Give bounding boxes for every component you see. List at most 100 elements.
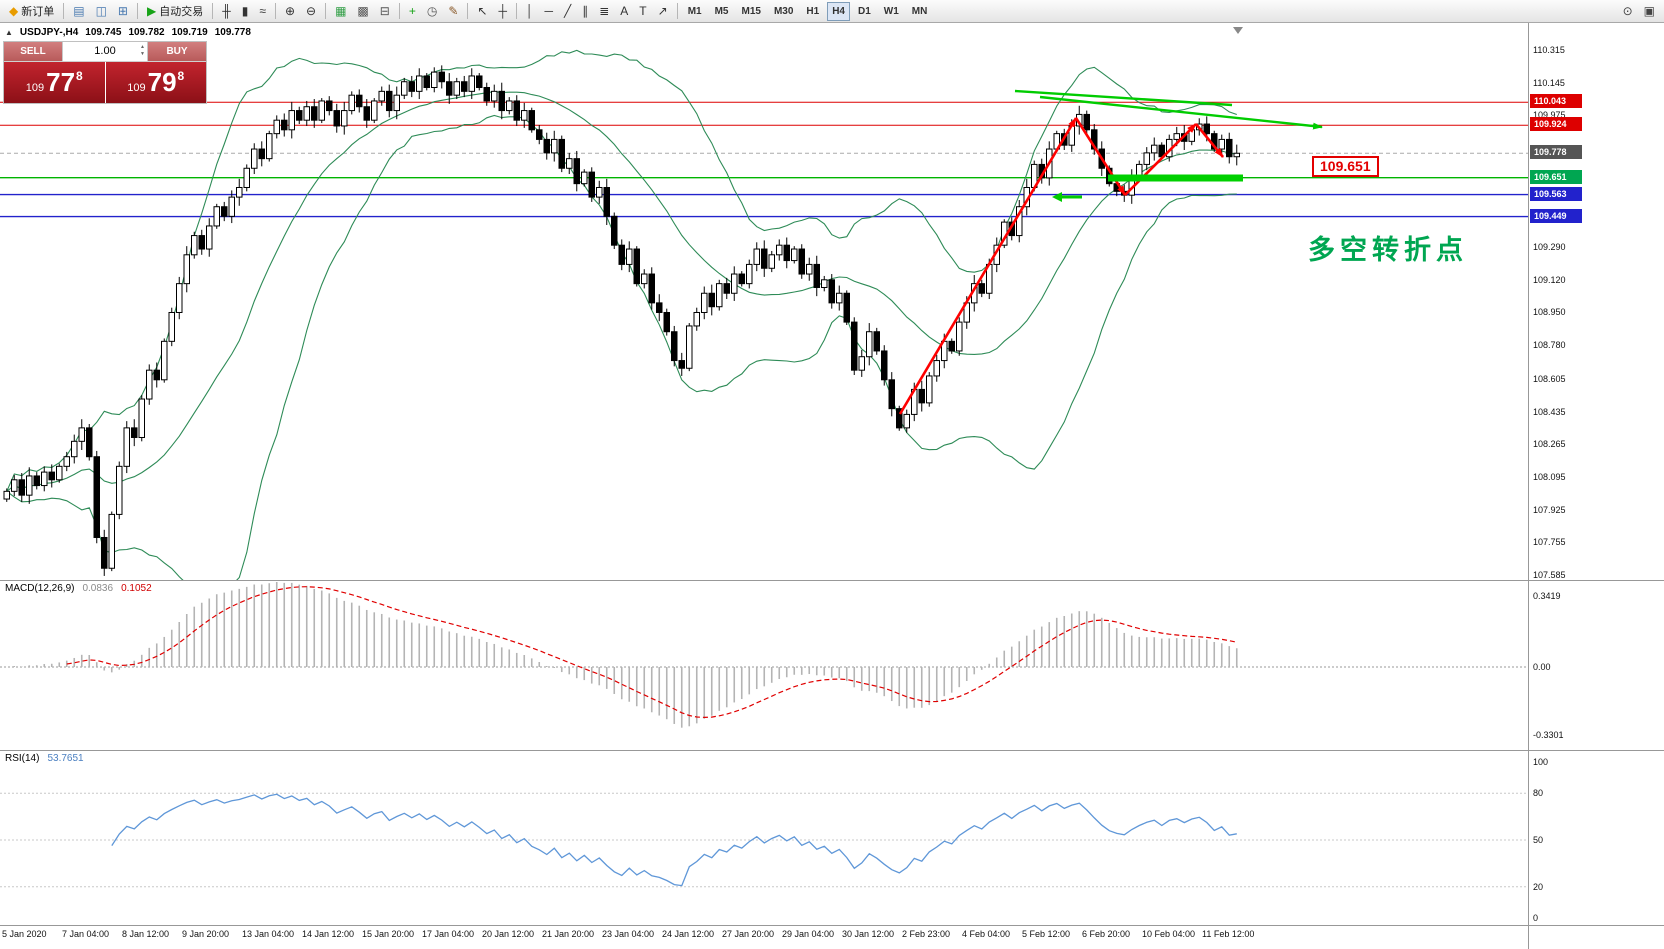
time-axis-label: 11 Feb 12:00 [1202,929,1255,939]
sell-price-big: 77 [46,67,76,97]
arrows-tool-button[interactable]: ↗ [653,1,673,22]
rsi-canvas[interactable] [0,750,1664,925]
price-line-label: 109.924 [1530,117,1582,132]
window-list-button[interactable]: ▣ [1639,1,1660,22]
autotrading-button[interactable]: ▶ 自动交易 [142,1,208,22]
time-axis-label: 30 Jan 12:00 [842,929,895,939]
search-icon: ⊙ [1622,4,1633,18]
profiles-button[interactable]: ◫ [91,1,112,22]
arrange-windows-button[interactable]: ⊟ [375,1,395,22]
line-chart-type-button[interactable]: ≈ [254,1,271,22]
timeframe-m15[interactable]: M15 [741,5,761,17]
cascade-windows-button[interactable]: ▩ [352,1,373,22]
data-window-button[interactable]: ⊞ [113,1,133,22]
ohlc-close: 109.778 [214,27,251,38]
timeframe-h4[interactable]: H4 [827,1,850,21]
indicators-button[interactable]: + [404,1,421,22]
tile-windows-button[interactable]: ▦ [330,1,351,22]
sell-button[interactable]: SELL [4,42,62,61]
axis-label: 80 [1533,788,1544,799]
annotation-text[interactable]: 多空转折点 [1308,235,1468,265]
time-axis-label: 5 Feb 12:00 [1022,929,1071,939]
time-axis-label: 9 Jan 20:00 [182,929,230,939]
timeframe-m30[interactable]: M30 [773,5,794,17]
channel-button[interactable]: ∥ [577,1,593,22]
axis-label: 110.315 [1533,45,1565,55]
panel-separator-rsi[interactable] [0,750,1664,751]
chart-window: 110.315 110.145 109.975 109.290 109.120 108.9… [0,23,1664,949]
new-chart-button[interactable]: ▤ [68,1,89,22]
time-axis-label: 14 Jan 12:00 [302,929,355,939]
time-axis-label: 20 Jan 12:00 [482,929,535,939]
axis-label: 50 [1533,835,1544,845]
channel-icon: ∥ [582,4,589,18]
profiles-icon: ◫ [95,4,107,18]
templates-icon: ✎ [448,4,459,18]
toolbar-separator [136,3,138,19]
buy-price-sup: 8 [177,69,185,83]
arrows-tool-icon: ↗ [657,4,668,18]
lot-size-input[interactable]: 1.00 ▲ ▼ [62,42,148,61]
bar-chart-type-button[interactable]: ╫ [217,1,236,22]
timeframe-m1[interactable]: M1 [687,5,702,17]
candlestick-chart-type-button[interactable]: ▮ [237,1,254,22]
autotrading-button-label: 自动交易 [159,6,204,18]
trendline-button[interactable]: ╱ [559,1,576,22]
text-button[interactable]: A [615,1,633,22]
timeframe-d1[interactable]: D1 [858,5,871,17]
vertical-line-button[interactable]: │ [521,1,539,22]
price-line-label: 109.449 [1530,208,1582,223]
timeframe-mn[interactable]: MN [911,5,928,17]
periods-button[interactable]: ◷ [422,1,442,22]
search-button[interactable]: ⊙ [1618,1,1638,22]
axis-label: 110.145 [1533,77,1565,88]
axis-label: 108.095 [1533,471,1566,482]
timeframe-group: M1 M5 M15 M30 H1 H4 D1 W1 MN [682,1,934,21]
main-toolbar: ◆ 新订单 ▤ ◫ ⊞ ▶ 自动交易 ╫ ▮ ≈ ⊕ ⊖ ▦ ▩ ⊟ + ◷ ✎ ↖ ┼ │ ─ ╱ ∥ ≣ A T ↗ M1 M5 M1… [0,0,1664,23]
time-axis-label: 23 Jan 04:00 [602,929,655,939]
lot-up-icon[interactable]: ▲ [140,44,145,50]
lot-spinner[interactable]: ▲ ▼ [140,44,145,58]
text-label-icon: T [639,4,647,18]
panel-separator-macd[interactable] [0,580,1664,581]
timeframe-h1[interactable]: H1 [806,5,820,17]
toolbar-separator [274,3,276,19]
data-window-icon: ⊞ [117,4,128,18]
sell-price-display[interactable]: 109 77 8 [4,62,105,103]
toolbar-separator [467,3,469,19]
autotrading-icon: ▶ [146,4,157,18]
one-click-toggle-icon[interactable]: ▲ [5,28,13,37]
toolbar-separator [63,3,65,19]
symbol-period-label: USDJPY-,H4 [19,27,79,38]
new-order-button[interactable]: ◆ 新订单 [4,1,59,22]
horizontal-line-button[interactable]: ─ [539,1,558,22]
buy-price-display[interactable]: 109 79 8 [105,62,206,103]
zoom-out-button[interactable]: ⊖ [301,1,321,22]
zoom-out-icon: ⊖ [306,4,317,18]
lot-down-icon[interactable]: ▼ [140,51,145,57]
price-callout-label[interactable]: 109.651 [1312,156,1379,177]
crosshair-button[interactable]: ┼ [493,1,512,22]
price-chart-canvas[interactable] [0,23,1664,580]
horizontal-line-icon: ─ [544,4,553,18]
fibonacci-button[interactable]: ≣ [594,1,614,22]
chart-info-line: ▲ USDJPY-,H4 109.745 109.782 109.719 109… [5,27,251,38]
price-line-label: 109.778 [1530,145,1582,160]
templates-button[interactable]: ✎ [443,1,463,22]
one-click-trading-panel: SELL 1.00 ▲ ▼ BUY 109 77 8 109 79 8 [3,41,207,104]
time-axis-label: 6 Feb 20:00 [1082,929,1131,939]
candlestick-chart-type-icon: ▮ [241,4,249,18]
time-axis-label: 8 Jan 12:00 [122,929,170,939]
rsi-label: RSI(14) [5,753,40,764]
time-axis-label: 7 Jan 04:00 [62,929,110,939]
macd-canvas[interactable] [0,580,1664,750]
cursor-button[interactable]: ↖ [472,1,492,22]
toolbar-groups: ◆ 新订单 ▤ ◫ ⊞ ▶ 自动交易 ╫ ▮ ≈ ⊕ ⊖ ▦ ▩ ⊟ + ◷ ✎ ↖ ┼ │ ─ ╱ ∥ ≣ A T ↗ [4,1,673,22]
zoom-in-button[interactable]: ⊕ [280,1,300,22]
new-order-icon: ◆ [9,4,19,18]
buy-button[interactable]: BUY [148,42,206,61]
time-axis-label: 21 Jan 20:00 [542,929,595,939]
timeframe-m5[interactable]: M5 [714,5,729,17]
text-label-button[interactable]: T [634,1,651,22]
timeframe-w1[interactable]: W1 [883,5,899,17]
